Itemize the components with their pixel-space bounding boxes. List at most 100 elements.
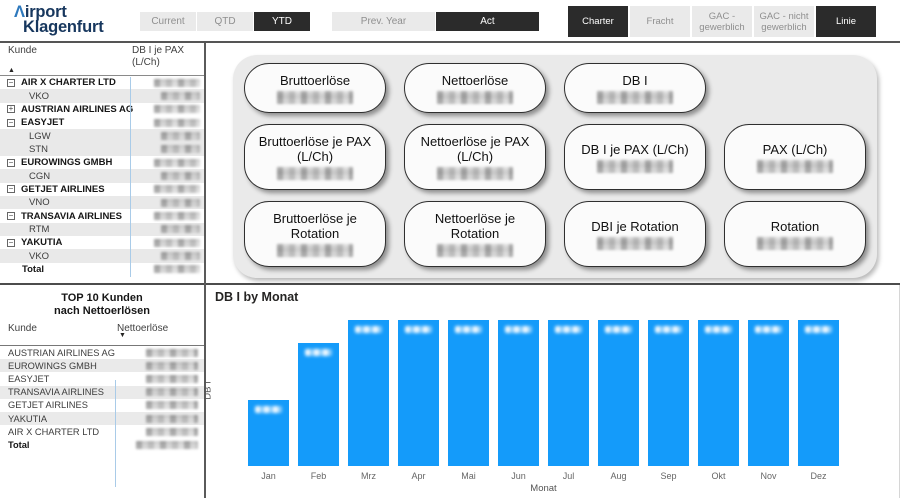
row-label: VKO	[29, 90, 50, 102]
collapse-icon[interactable]: −	[7, 237, 15, 247]
table-row-total[interactable]: Total	[0, 438, 204, 451]
bar-aug[interactable]	[598, 320, 639, 466]
table-row-easyjet[interactable]: EASYJET	[0, 372, 204, 385]
kpi-card-db-i: DB I	[564, 63, 706, 113]
row-label: Total	[8, 439, 30, 450]
table-row-getjet-airlines[interactable]: − GETJET AIRLINES	[0, 183, 204, 196]
year-toggle-group: Prev. Year Act	[332, 12, 539, 31]
kpi-card-dbi-je-rotation: DBI je Rotation	[564, 201, 706, 267]
toolbar-button-current[interactable]: Current	[140, 12, 196, 31]
collapse-icon[interactable]: −	[7, 117, 15, 127]
table-row-yakutia[interactable]: − YAKUTIA	[0, 236, 204, 249]
bar-nov[interactable]	[748, 320, 789, 466]
kpi-value-redacted	[596, 236, 674, 250]
sort-ascending-icon[interactable]: ▲	[8, 67, 15, 74]
redacted-value	[146, 414, 198, 423]
kpi-title: DB I	[622, 72, 648, 88]
table-row-yakutia[interactable]: YAKUTIA	[0, 411, 204, 426]
bar-sep[interactable]	[648, 320, 689, 466]
app-logo: Λirport Klagenfurt	[14, 4, 104, 36]
table-row-eurowings-gmbh[interactable]: − EUROWINGS GMBH	[0, 156, 204, 169]
kpi-card-rotation: Rotation	[724, 201, 866, 267]
redacted-value	[161, 252, 200, 261]
kpi-title: PAX (L/Ch)	[762, 141, 828, 157]
table-row-vko[interactable]: VKO	[0, 89, 204, 103]
table-row-rtm[interactable]: RTM	[0, 222, 204, 237]
kpi-title: Nettoerlöse je PAX (L/Ch)	[420, 134, 530, 164]
bar-apr[interactable]	[398, 320, 439, 466]
expand-icon[interactable]: +	[7, 104, 15, 114]
column-header-kunde[interactable]: Kunde	[8, 323, 37, 334]
redacted-value	[146, 401, 198, 410]
collapse-icon[interactable]: −	[7, 157, 15, 167]
kpi-card-bruttoerl-se-je-pax-l-ch: Bruttoerlöse je PAX (L/Ch)	[244, 124, 386, 190]
redacted-value	[146, 374, 198, 383]
x-tick-apr: Apr	[411, 471, 426, 481]
data-label-redacted	[455, 326, 482, 333]
top10-table-header: Kunde Nettoerlöse ▼	[0, 321, 204, 346]
toolbar-button-act[interactable]: Act	[436, 12, 539, 31]
table-row-total[interactable]: Total	[0, 263, 204, 276]
top10-rows: AUSTRIAN AIRLINES AG EUROWINGS GMBH EASYJE…	[0, 346, 204, 452]
table-row-austrian-airlines-ag[interactable]: AUSTRIAN AIRLINES AG	[0, 346, 204, 359]
logo-accent-glyph: Λ	[14, 3, 25, 21]
bar-feb[interactable]	[298, 343, 339, 466]
x-tick-dez: Dez	[810, 471, 827, 481]
toolbar-button-prev-year[interactable]: Prev. Year	[332, 12, 435, 31]
bar-mai[interactable]	[448, 320, 489, 466]
table-row-stn[interactable]: STN	[0, 142, 204, 157]
bar-mrz[interactable]	[348, 320, 389, 466]
redacted-value	[161, 92, 200, 101]
bar-dez[interactable]	[798, 320, 839, 466]
top10-table: TOP 10 Kunden nach Nettoerlösen Kunde Ne…	[0, 285, 204, 498]
data-label-redacted	[255, 406, 282, 414]
row-label: EASYJET	[8, 373, 50, 384]
table-row-air-x-charter-ltd[interactable]: AIR X CHARTER LTD	[0, 425, 204, 438]
bar-okt[interactable]	[698, 320, 739, 466]
redacted-value	[146, 427, 198, 436]
redacted-value	[154, 265, 200, 274]
column-header-nettoerloese[interactable]: Nettoerlöse	[117, 323, 169, 334]
table-row-transavia-airlines[interactable]: TRANSAVIA AIRLINES	[0, 385, 204, 399]
kpi-value-redacted	[276, 167, 354, 180]
row-label: GETJET AIRLINES	[21, 183, 105, 195]
toolbar-button-gac-gewerblich[interactable]: GAC - gewerblich	[692, 6, 752, 37]
table-row-transavia-airlines[interactable]: − TRANSAVIA AIRLINES	[0, 209, 204, 222]
table-row-lgw[interactable]: LGW	[0, 129, 204, 143]
sort-descending-icon[interactable]: ▼	[119, 332, 126, 339]
toolbar-button-charter[interactable]: Charter	[568, 6, 628, 37]
row-label: AUSTRIAN AIRLINES AG	[21, 103, 134, 115]
collapse-icon[interactable]: −	[7, 77, 15, 87]
toolbar-button-linie[interactable]: Linie	[816, 6, 876, 37]
data-label-redacted	[405, 326, 432, 333]
toolbar-button-fracht[interactable]: Fracht	[630, 6, 690, 37]
redacted-value	[136, 440, 198, 449]
bar-jan[interactable]	[248, 400, 289, 466]
table-row-getjet-airlines[interactable]: GETJET AIRLINES	[0, 399, 204, 412]
toolbar-button-ytd[interactable]: YTD	[254, 12, 310, 31]
column-divider	[130, 77, 131, 277]
header-divider	[0, 41, 900, 43]
collapse-icon[interactable]: −	[7, 184, 15, 194]
bar-jun[interactable]	[498, 320, 539, 466]
bar-jul[interactable]	[548, 320, 589, 466]
redacted-value	[161, 225, 200, 234]
kpi-card-bruttoerl-se: Bruttoerlöse	[244, 63, 386, 113]
column-header-kunde[interactable]: Kunde	[8, 45, 37, 56]
table-row-cgn[interactable]: CGN	[0, 169, 204, 183]
toolbar-button-qtd[interactable]: QTD	[197, 12, 253, 31]
data-label-redacted	[505, 326, 532, 333]
db-i-by-monat-chart: DB I by Monat DB I Jan Feb Mrz Apr Mai Jun Jul…	[203, 285, 900, 498]
table-row-easyjet[interactable]: − EASYJET	[0, 116, 204, 129]
column-header-db-i-je-pax[interactable]: DB I je PAX (L/Ch)	[132, 45, 185, 68]
x-tick-jun: Jun	[511, 471, 526, 481]
table-row-eurowings-gmbh[interactable]: EUROWINGS GMBH	[0, 359, 204, 373]
collapse-icon[interactable]: −	[7, 211, 15, 221]
toolbar-button-gac-nicht-gewerblich[interactable]: GAC - nicht gewerblich	[754, 6, 814, 37]
redacted-value	[154, 185, 200, 194]
table-row-vko[interactable]: VKO	[0, 249, 204, 263]
table-row-austrian-airlines-ag[interactable]: + AUSTRIAN AIRLINES AG	[0, 103, 204, 116]
table-row-air-x-charter-ltd[interactable]: − AIR X CHARTER LTD	[0, 76, 204, 89]
row-label: AIR X CHARTER LTD	[21, 77, 116, 89]
table-row-vno[interactable]: VNO	[0, 196, 204, 210]
